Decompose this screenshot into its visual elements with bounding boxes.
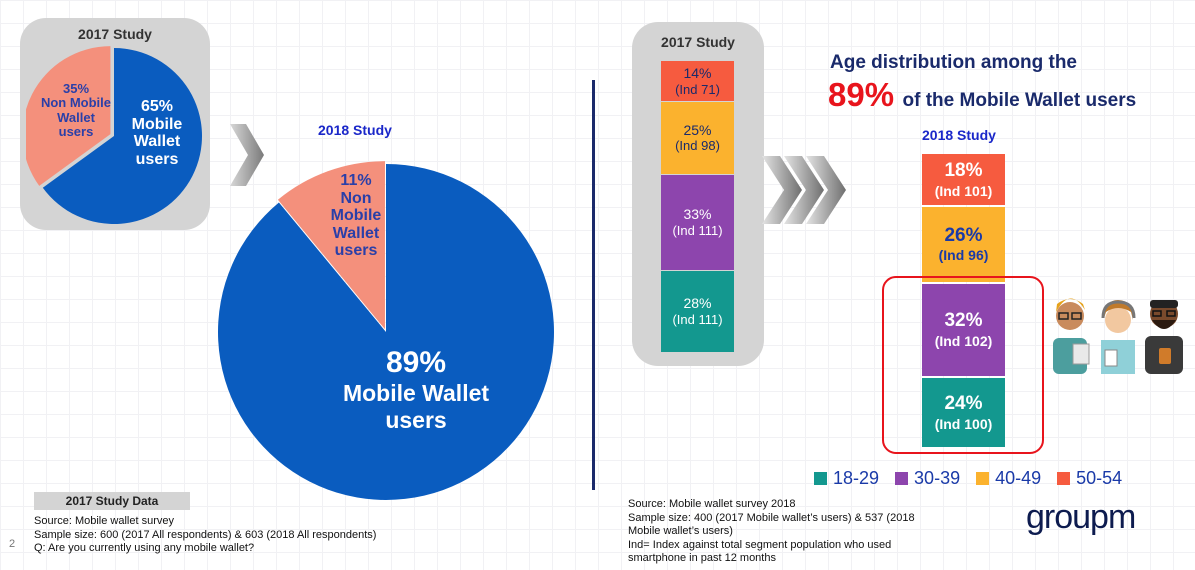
pie-2017-minor-line: users bbox=[58, 123, 94, 139]
bar-segment-index: (Ind 100) bbox=[934, 415, 993, 432]
legend-swatch bbox=[814, 472, 827, 485]
pie-2018-minor-line: 11% bbox=[340, 172, 372, 189]
study-2018-title: 2018 Study bbox=[318, 122, 392, 138]
bar-segment-pct: 28% bbox=[683, 295, 712, 312]
pie-2018-minor-line: Non bbox=[340, 189, 372, 207]
study-2017-title: 2017 Study bbox=[78, 26, 152, 42]
legend-label: 30-39 bbox=[914, 468, 961, 488]
bar-segment-50-54: 18% (Ind 101) bbox=[922, 154, 1005, 206]
headline-line2: 89% of the Mobile Wallet users bbox=[828, 76, 1136, 114]
right-footnote: smartphone in past 12 months bbox=[628, 552, 776, 564]
bar-segment-18-29: 24% (Ind 100) bbox=[922, 378, 1005, 447]
highlight-box bbox=[882, 276, 1044, 454]
groupm-logo: groupm bbox=[1026, 498, 1136, 537]
stacked-bar-2017: 28% (Ind 111) 33% (Ind 111) 25% (Ind 98) 14% (I… bbox=[661, 60, 734, 352]
bar-segment-pct: 14% bbox=[683, 64, 712, 81]
left-footnotes: Source: Mobile wallet survey Sample size… bbox=[34, 515, 376, 556]
headline-line1: Age distribution among the bbox=[830, 52, 1077, 73]
legend-label: 40-49 bbox=[995, 468, 1042, 488]
pie-2018-major-line: Mobile Wallet bbox=[342, 380, 490, 406]
chevron-arrow-icon bbox=[230, 124, 264, 186]
legend-swatch bbox=[1057, 472, 1071, 485]
stacked-bar-2018: 24% (Ind 100) 32% (Ind 102) 26% (Ind 96) 18% (I… bbox=[922, 152, 1005, 447]
pie-2018-slice-wallet-users bbox=[218, 164, 554, 501]
bar-2017-title: 2017 Study bbox=[661, 34, 735, 50]
bar-segment-pct: 25% bbox=[683, 121, 712, 138]
pie-2018-minor-line: Wallet bbox=[332, 224, 380, 242]
pie-2017-major-line: users bbox=[135, 150, 179, 168]
headline-pct: 89% bbox=[828, 76, 895, 113]
pie-2017-minor-line: 35% bbox=[62, 81, 90, 96]
bar-segment-index: (Ind 111) bbox=[672, 312, 723, 328]
legend-item-18-29: 18-29 bbox=[814, 468, 879, 489]
pie-2017-minor-label: 35% Non Mobile Wallet users bbox=[30, 81, 122, 139]
right-footnotes: Source: Mobile wallet survey 2018 Sample… bbox=[628, 498, 915, 566]
legend-swatch bbox=[976, 472, 990, 485]
study-data-label: 2017 Study Data bbox=[34, 492, 190, 510]
legend-item-40-49: 40-49 bbox=[976, 468, 1041, 489]
legend-label: 18-29 bbox=[833, 468, 880, 488]
pie-2017-slice-wallet-users bbox=[42, 48, 202, 225]
right-footnote: Sample size: 400 (2017 Mobile wallet’s u… bbox=[628, 511, 915, 524]
bar-segment-index: (Ind 98) bbox=[675, 138, 720, 154]
bar-segment-50-54: 14% (Ind 71) bbox=[661, 61, 734, 101]
pie-2018-minor-line: Mobile bbox=[330, 207, 382, 225]
pie-2018-major-label: 89% Mobile Wallet users bbox=[326, 346, 506, 434]
right-footnote: Source: Mobile wallet survey 2018 bbox=[628, 498, 796, 510]
groupm-logo-text: groupm bbox=[1026, 498, 1136, 536]
bar-segment-pct: 18% bbox=[944, 159, 983, 181]
people-illustration bbox=[1053, 298, 1183, 374]
legend-swatch bbox=[895, 472, 909, 485]
pie-2017-major-line: Mobile bbox=[131, 115, 183, 133]
pie-2018 bbox=[218, 161, 554, 501]
page-number: 2 bbox=[9, 538, 16, 550]
bar-segment-index: (Ind 71) bbox=[675, 81, 720, 97]
vertical-divider bbox=[592, 80, 595, 490]
left-footnote: Q: Are you currently using any mobile wa… bbox=[34, 542, 255, 554]
headline-rest: of the Mobile Wallet users bbox=[902, 90, 1137, 111]
bar-segment-pct: 26% bbox=[944, 224, 983, 246]
bar-2018-title: 2018 Study bbox=[922, 127, 996, 143]
legend-label: 50-54 bbox=[1076, 468, 1123, 488]
legend-item-30-39: 30-39 bbox=[895, 468, 960, 489]
pie-2017-major-line: Wallet bbox=[133, 133, 181, 151]
legend: 18-29 30-39 40-49 50-54 bbox=[814, 468, 1138, 489]
pie-2017-major-label: 65% Mobile Wallet users bbox=[112, 98, 202, 168]
bar-segment-index: (Ind 102) bbox=[934, 333, 993, 349]
pie-2017-minor-line: Wallet bbox=[57, 109, 95, 125]
bar-segment-pct: 33% bbox=[683, 206, 712, 223]
bar-segment-30-39: 32% (Ind 102) bbox=[922, 283, 1005, 377]
right-footnote: Mobile wallet’s users) bbox=[628, 525, 733, 537]
left-footnote: Source: Mobile wallet survey bbox=[34, 515, 175, 527]
bar-segment-18-29: 28% (Ind 111) bbox=[661, 271, 734, 352]
left-footnote: Sample size: 600 (2017 All respondents) … bbox=[34, 528, 377, 541]
pie-2017 bbox=[26, 46, 202, 225]
bar-segment-index: (Ind 101) bbox=[934, 182, 993, 199]
bar-segment-40-49: 25% (Ind 98) bbox=[661, 101, 734, 174]
bar-segment-pct: 24% bbox=[944, 392, 983, 414]
pie-2018-major-line: users bbox=[385, 407, 447, 433]
legend-item-50-54: 50-54 bbox=[1057, 468, 1122, 489]
right-footnote: Ind= Index against total segment populat… bbox=[628, 538, 892, 551]
pie-2018-minor-line: users bbox=[334, 242, 378, 260]
bar-segment-30-39: 33% (Ind 111) bbox=[661, 174, 734, 271]
pie-2017-major-line: 65% bbox=[140, 98, 174, 115]
pie-2018-slice-non-users bbox=[277, 161, 385, 330]
bar-segment-index: (Ind 96) bbox=[938, 247, 989, 264]
triple-chevron-icon bbox=[762, 156, 846, 224]
pie-2018-minor-label: 11% Non Mobile Wallet users bbox=[320, 172, 392, 260]
bar-segment-index: (Ind 111) bbox=[672, 223, 723, 239]
bar-segment-pct: 32% bbox=[944, 310, 983, 332]
pie-2017-slice-non-users bbox=[26, 46, 111, 186]
pie-2018-major-pct: 89% bbox=[385, 346, 447, 379]
pie-2017-minor-line: Non Mobile bbox=[40, 95, 112, 111]
bar-segment-40-49: 26% (Ind 96) bbox=[922, 207, 1005, 282]
